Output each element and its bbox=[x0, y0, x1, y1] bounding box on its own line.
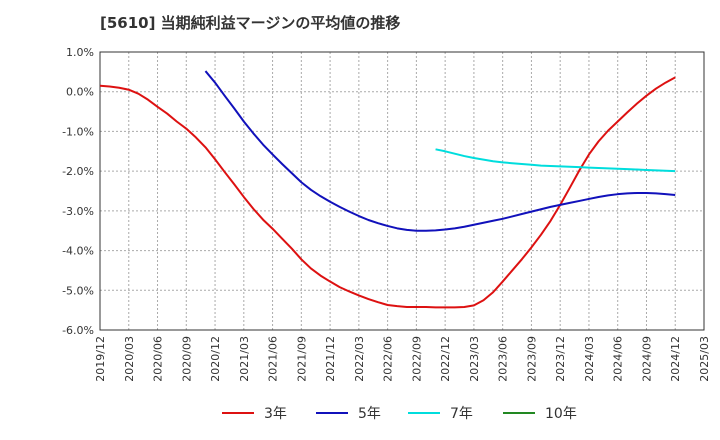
legend-label-1: 5年 bbox=[358, 406, 381, 422]
legend-label-0: 3年 bbox=[264, 406, 287, 422]
x-tick-label: 2023/06 bbox=[497, 336, 510, 382]
legend-label-3: 10年 bbox=[545, 406, 577, 422]
series-line-0 bbox=[99, 76, 676, 309]
grid-lines bbox=[99, 51, 705, 331]
x-tick-label: 2025/03 bbox=[698, 336, 711, 382]
y-tick-label: 0.0% bbox=[66, 86, 94, 99]
series-line-2 bbox=[435, 148, 676, 173]
x-axis-ticks: 2019/12 2020/03 2020/06 2020/09 2020/12 2021/… bbox=[94, 336, 711, 382]
x-tick-label: 2023/03 bbox=[468, 336, 481, 382]
x-tick-label: 2022/03 bbox=[353, 336, 366, 382]
legend: 3年 5年 7年 10年 bbox=[222, 406, 577, 422]
x-tick-label: 2021/06 bbox=[267, 336, 280, 382]
legend-label-2: 7年 bbox=[450, 406, 473, 422]
x-tick-label: 2020/12 bbox=[209, 336, 222, 382]
y-tick-label: -6.0% bbox=[62, 324, 94, 337]
x-tick-label: 2024/06 bbox=[612, 336, 625, 382]
series-lines bbox=[99, 70, 676, 309]
x-tick-label: 2024/03 bbox=[583, 336, 596, 382]
x-tick-label: 2023/12 bbox=[554, 336, 567, 382]
y-tick-label: 1.0% bbox=[66, 46, 94, 59]
x-tick-label: 2019/12 bbox=[94, 336, 107, 382]
x-tick-label: 2020/06 bbox=[152, 336, 165, 382]
x-tick-label: 2020/09 bbox=[180, 336, 193, 382]
x-tick-label: 2021/12 bbox=[324, 336, 337, 382]
y-tick-label: -3.0% bbox=[62, 205, 94, 218]
x-tick-label: 2024/09 bbox=[640, 336, 653, 382]
x-tick-label: 2022/12 bbox=[439, 336, 452, 382]
y-tick-label: -5.0% bbox=[62, 284, 94, 297]
y-tick-label: -1.0% bbox=[62, 125, 94, 138]
x-tick-label: 2021/03 bbox=[238, 336, 251, 382]
x-tick-label: 2022/06 bbox=[382, 336, 395, 382]
x-tick-label: 2021/09 bbox=[295, 336, 308, 382]
x-tick-label: 2020/03 bbox=[123, 336, 136, 382]
plot-frame bbox=[99, 51, 705, 331]
x-tick-label: 2022/09 bbox=[410, 336, 423, 382]
y-axis-ticks: 1.0% 0.0% -1.0% -2.0% -3.0% -4.0% -5.0% -6.0% bbox=[62, 46, 94, 337]
y-tick-label: -4.0% bbox=[62, 245, 94, 258]
y-tick-label: -2.0% bbox=[62, 165, 94, 178]
series-line-1 bbox=[204, 70, 676, 232]
chart-title: [5610] 当期純利益マージンの平均値の推移 bbox=[100, 14, 401, 32]
x-tick-label: 2024/12 bbox=[669, 336, 682, 382]
x-tick-label: 2023/09 bbox=[525, 336, 538, 382]
